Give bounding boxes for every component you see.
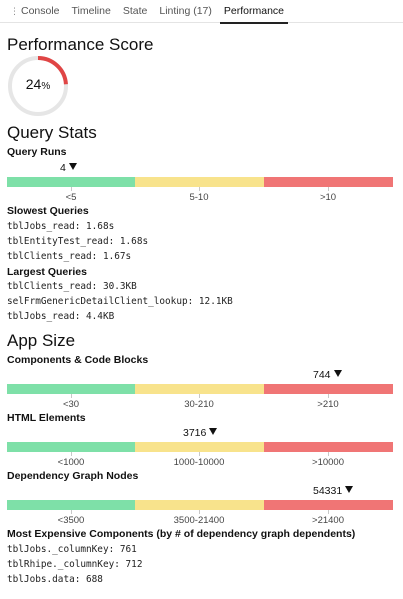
- range-label-good: <5: [65, 192, 77, 203]
- performance-score-title: Performance Score: [7, 35, 154, 54]
- range-tick: [328, 187, 329, 191]
- range-label-ok: 3500-21400: [173, 515, 225, 526]
- range-bad: [264, 177, 393, 187]
- marker-triangle-icon: [345, 486, 354, 493]
- marker-triangle-icon: [209, 428, 218, 435]
- range-label-ok: 30-210: [184, 399, 214, 410]
- gauge-score-arc: [37, 56, 68, 85]
- expensive-component-item: tblJobs.data: 688: [7, 574, 103, 585]
- query-runs-bar: [7, 177, 393, 187]
- range-label-good: <3500: [57, 515, 85, 526]
- range-tick: [71, 452, 72, 456]
- html-elements-meter: 3716 <1000 1000-10000 >10000: [7, 427, 393, 468]
- largest-queries-label: Largest Queries: [7, 266, 87, 278]
- tab-state[interactable]: State: [122, 4, 148, 17]
- app-size-title: App Size: [7, 331, 76, 350]
- range-bad: [264, 384, 393, 394]
- range-bad: [264, 442, 393, 452]
- marker-triangle-icon: [333, 370, 342, 377]
- query-runs-marker-value: 4: [60, 162, 66, 174]
- largest-query-item: tblJobs_read: 4.4KB: [7, 311, 115, 322]
- range-ok: [135, 500, 264, 510]
- dependency-nodes-marker-value: 54331: [313, 485, 343, 497]
- html-elements-bar: [7, 442, 393, 452]
- tab-timeline[interactable]: Timeline: [71, 4, 111, 17]
- query-stats-title: Query Stats: [7, 123, 97, 142]
- drag-handle-icon[interactable]: ⋮: [10, 6, 19, 17]
- range-good: [7, 442, 135, 452]
- slowest-query-item: tblClients_read: 1.67s: [7, 251, 132, 262]
- range-tick: [71, 394, 72, 398]
- html-elements-marker-value: 3716: [183, 427, 207, 439]
- expensive-components-label: Most Expensive Components (by # of depen…: [7, 528, 356, 540]
- query-runs-meter: 4 <5 5-10 >10: [7, 162, 393, 203]
- devtools-tab-bar: ⋮ Console Timeline State Linting (17) Per…: [0, 0, 403, 24]
- score-number: 24: [25, 76, 42, 92]
- range-label-bad: >21400: [312, 515, 344, 526]
- slowest-query-item: tblJobs_read: 1.68s: [7, 221, 115, 232]
- range-label-bad: >210: [317, 399, 339, 410]
- dependency-nodes-marker: 54331: [313, 485, 354, 497]
- range-bad: [264, 500, 393, 510]
- slowest-query-item: tblEntityTest_read: 1.68s: [7, 236, 149, 247]
- slowest-queries-label: Slowest Queries: [7, 205, 89, 217]
- tab-console[interactable]: ⋮ Console: [4, 0, 66, 23]
- range-label-good: <1000: [57, 457, 85, 468]
- range-label-ok: 1000-10000: [173, 457, 225, 468]
- largest-query-item: selFrmGenericDetailClient_lookup: 12.1KB: [7, 296, 233, 307]
- score-unit: %: [41, 81, 51, 92]
- range-label-good: <30: [62, 399, 80, 410]
- range-good: [7, 500, 135, 510]
- dependency-nodes-meter: 54331 <3500 3500-21400 >21400: [7, 485, 393, 526]
- range-tick: [199, 510, 200, 514]
- range-ok: [135, 384, 264, 394]
- query-runs-label: Query Runs: [7, 146, 67, 158]
- range-tick: [71, 187, 72, 191]
- performance-score-gauge: [8, 56, 68, 116]
- expensive-component-item: tblJobs._columnKey: 761: [7, 544, 137, 555]
- range-label-ok: 5-10: [189, 192, 209, 203]
- html-elements-label: HTML Elements: [7, 412, 86, 424]
- components-bar: [7, 384, 393, 394]
- range-tick: [199, 394, 200, 398]
- range-tick: [199, 452, 200, 456]
- dependency-nodes-label: Dependency Graph Nodes: [7, 470, 139, 482]
- range-good: [7, 384, 135, 394]
- query-runs-marker: 4: [60, 162, 77, 174]
- range-good: [7, 177, 135, 187]
- components-label: Components & Code Blocks: [7, 354, 149, 366]
- components-marker: 744: [313, 369, 342, 381]
- expensive-component-item: tblRhipe._columnKey: 712: [7, 559, 143, 570]
- largest-query-item: tblClients_read: 30.3KB: [7, 281, 137, 292]
- range-tick: [328, 394, 329, 398]
- range-tick: [71, 510, 72, 514]
- range-label-bad: >10000: [312, 457, 344, 468]
- components-meter: 744 <30 30-210 >210: [7, 369, 393, 410]
- tab-performance[interactable]: Performance: [218, 0, 290, 24]
- performance-score-value: 24%: [7, 76, 69, 92]
- range-tick: [199, 187, 200, 191]
- range-label-bad: >10: [319, 192, 337, 203]
- dependency-nodes-bar: [7, 500, 393, 510]
- tab-console-label: Console: [21, 4, 60, 17]
- range-tick: [328, 510, 329, 514]
- marker-triangle-icon: [68, 163, 77, 170]
- components-marker-value: 744: [313, 369, 331, 381]
- range-ok: [135, 177, 264, 187]
- range-tick: [328, 452, 329, 456]
- tab-linting[interactable]: Linting (17): [159, 4, 212, 17]
- range-ok: [135, 442, 264, 452]
- html-elements-marker: 3716: [183, 427, 218, 439]
